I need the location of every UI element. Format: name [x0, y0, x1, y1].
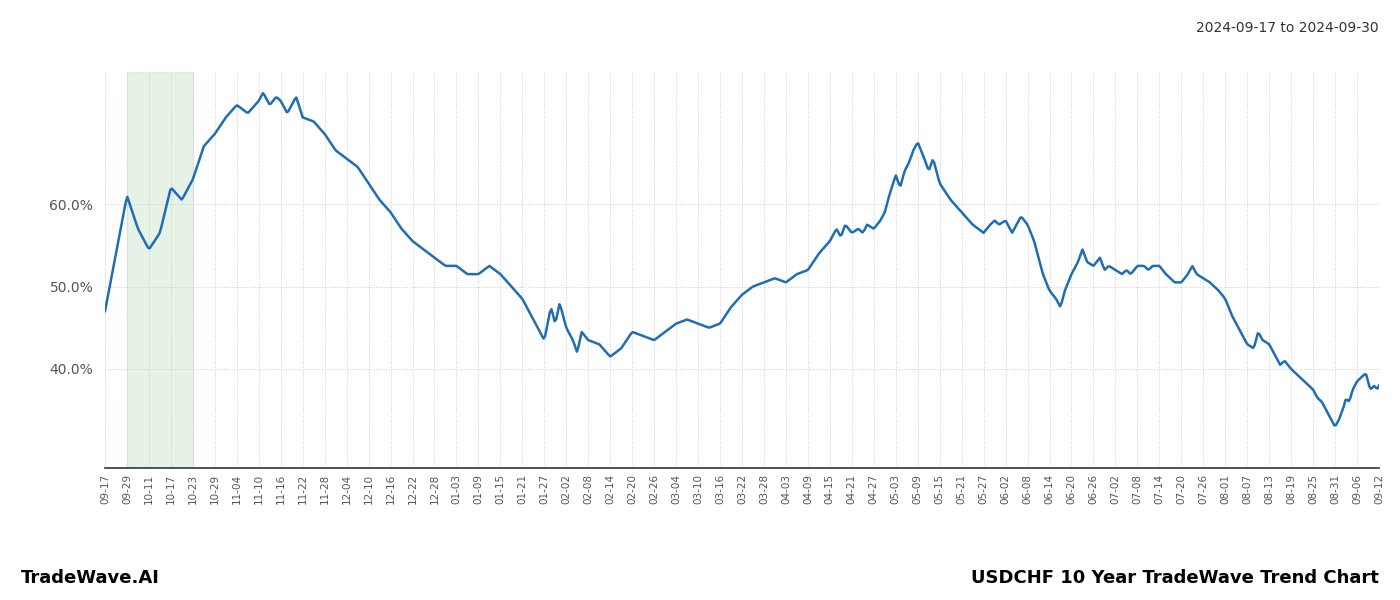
Text: USDCHF 10 Year TradeWave Trend Chart: USDCHF 10 Year TradeWave Trend Chart	[972, 569, 1379, 587]
Text: 2024-09-17 to 2024-09-30: 2024-09-17 to 2024-09-30	[1197, 21, 1379, 35]
Bar	[127, 72, 193, 468]
Text: TradeWave.AI: TradeWave.AI	[21, 569, 160, 587]
